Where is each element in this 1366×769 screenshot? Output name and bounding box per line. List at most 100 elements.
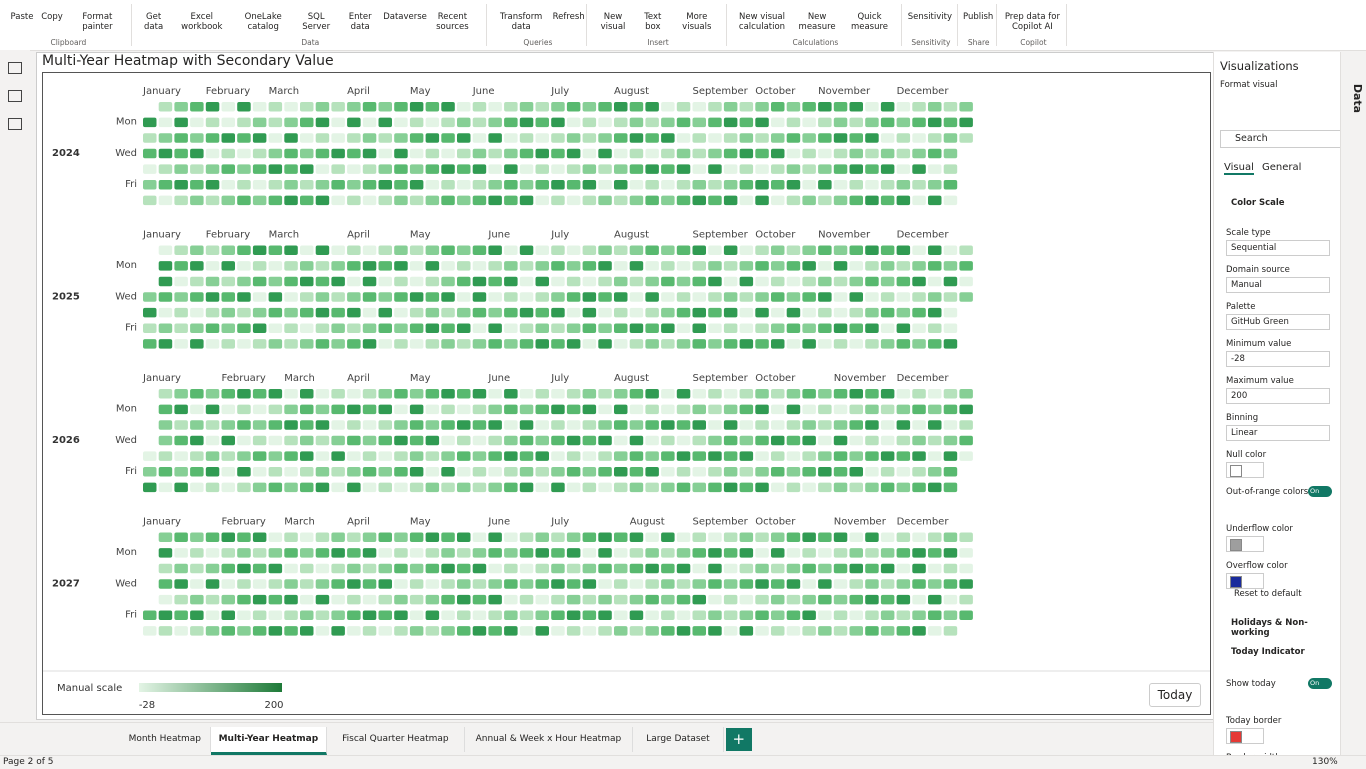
day-cell: [158, 292, 173, 302]
day-cell: [252, 610, 267, 620]
ribbon-button[interactable]: Quick measure: [850, 12, 889, 32]
day-cell: [237, 117, 251, 128]
dropdown[interactable]: GitHub Green: [1226, 314, 1330, 330]
model-icon[interactable]: [8, 118, 22, 130]
day-cell: [739, 323, 754, 333]
day-cell: [582, 610, 597, 620]
ribbon-button[interactable]: Prep data for Copilot AI: [1004, 12, 1060, 32]
day-cell: [598, 148, 612, 159]
day-cell: [551, 133, 565, 143]
day-cell: [174, 180, 188, 190]
color-picker[interactable]: [1226, 573, 1264, 589]
day-cell: [472, 195, 487, 206]
day-cell: [378, 420, 392, 430]
color-swatch: [1230, 731, 1242, 743]
color-picker[interactable]: [1226, 536, 1264, 552]
page-tab[interactable]: Large Dataset: [633, 727, 724, 752]
day-cell: [205, 482, 220, 493]
ribbon-button[interactable]: New measure: [798, 12, 836, 32]
ribbon-button[interactable]: Transform data: [500, 12, 543, 32]
color-picker[interactable]: [1226, 728, 1264, 744]
day-cell: [457, 579, 471, 589]
day-cell: [566, 467, 581, 477]
day-cell: [614, 404, 628, 415]
ribbon-button[interactable]: Copy: [41, 12, 63, 22]
ribbon-button[interactable]: Dataverse: [383, 12, 427, 22]
day-cell: [268, 148, 283, 159]
ribbon-button[interactable]: Text box: [644, 12, 662, 32]
day-cell: [755, 404, 769, 415]
day-cell: [315, 164, 330, 174]
day-cell: [504, 261, 518, 271]
dropdown[interactable]: Manual: [1226, 277, 1330, 293]
ribbon-button[interactable]: OneLake catalog: [244, 12, 282, 32]
day-cell: [818, 148, 832, 159]
day-cell: [190, 323, 204, 333]
day-cell: [629, 579, 644, 589]
page-tab[interactable]: Multi-Year Heatmap: [210, 727, 328, 755]
day-cell: [582, 548, 597, 558]
day-cell: [472, 610, 487, 620]
page-tab[interactable]: Month Heatmap: [120, 727, 211, 752]
day-cell: [174, 467, 188, 477]
day-cell: [849, 339, 863, 349]
page-tab[interactable]: Annual & Week x Hour Heatmap: [465, 727, 634, 752]
ribbon-button[interactable]: Paste: [10, 12, 34, 22]
number-input[interactable]: -28: [1226, 351, 1330, 367]
ribbon-button[interactable]: Refresh: [552, 12, 585, 22]
day-cell: [378, 579, 392, 589]
search-box[interactable]: Search: [1220, 130, 1341, 148]
section-header[interactable]: Color Scale: [1231, 198, 1285, 208]
ribbon-button[interactable]: Format painter: [82, 12, 113, 32]
day-cell: [723, 389, 738, 399]
section-header[interactable]: Holidays & Non-working: [1231, 618, 1308, 638]
day-cell: [880, 102, 895, 112]
page-tab[interactable]: Fiscal Quarter Heatmap: [327, 727, 465, 752]
ribbon-button[interactable]: Excel workbook: [181, 12, 223, 32]
pane-tab[interactable]: Visual: [1224, 162, 1254, 175]
ribbon-button[interactable]: New visual calculation: [738, 12, 786, 32]
toggle[interactable]: On: [1308, 486, 1332, 497]
data-tab[interactable]: Data: [1351, 83, 1365, 114]
day-cell: [252, 451, 267, 461]
day-cell: [943, 467, 958, 477]
dropdown[interactable]: Sequential: [1226, 240, 1330, 256]
report-icon[interactable]: [8, 62, 22, 74]
ribbon-button[interactable]: Sensitivity: [907, 12, 953, 22]
ribbon: Paste Copy Format painter Clipboard Get data…: [0, 0, 1366, 51]
ribbon-button[interactable]: Publish: [963, 12, 994, 22]
day-cell: [896, 195, 911, 206]
ribbon-button[interactable]: More visuals: [682, 12, 712, 32]
weekday-label: Fri: [125, 323, 137, 334]
day-cell: [158, 420, 173, 430]
day-cell: [378, 323, 392, 333]
table-icon[interactable]: [8, 90, 22, 102]
day-cell: [519, 563, 534, 574]
reset-link[interactable]: Reset to default: [1234, 589, 1302, 599]
ribbon-button[interactable]: Get data: [144, 12, 164, 32]
section-header[interactable]: Today Indicator: [1231, 647, 1305, 657]
number-input[interactable]: 200: [1226, 388, 1330, 404]
day-cell: [331, 261, 345, 271]
day-cell: [566, 435, 581, 446]
ribbon-button[interactable]: Enter data: [348, 12, 372, 32]
ribbon-button[interactable]: New visual: [600, 12, 626, 32]
day-cell: [237, 548, 251, 558]
day-cell: [347, 307, 361, 318]
day-cell: [582, 276, 597, 287]
dropdown[interactable]: Linear: [1226, 425, 1330, 441]
toggle[interactable]: On: [1308, 678, 1332, 689]
day-cell: [614, 610, 628, 620]
ribbon-button[interactable]: SQL Server: [302, 12, 331, 32]
color-picker[interactable]: [1226, 462, 1264, 478]
day-cell: [598, 610, 612, 620]
day-cell: [551, 195, 565, 206]
pane-tab[interactable]: General: [1262, 162, 1302, 173]
today-button[interactable]: Today: [1149, 683, 1201, 707]
day-cell: [409, 579, 424, 589]
day-cell: [394, 563, 408, 574]
add-page[interactable]: +: [725, 728, 752, 751]
day-cell: [441, 451, 455, 461]
ribbon-button[interactable]: Recent sources: [436, 12, 469, 32]
day-cell: [409, 292, 424, 302]
